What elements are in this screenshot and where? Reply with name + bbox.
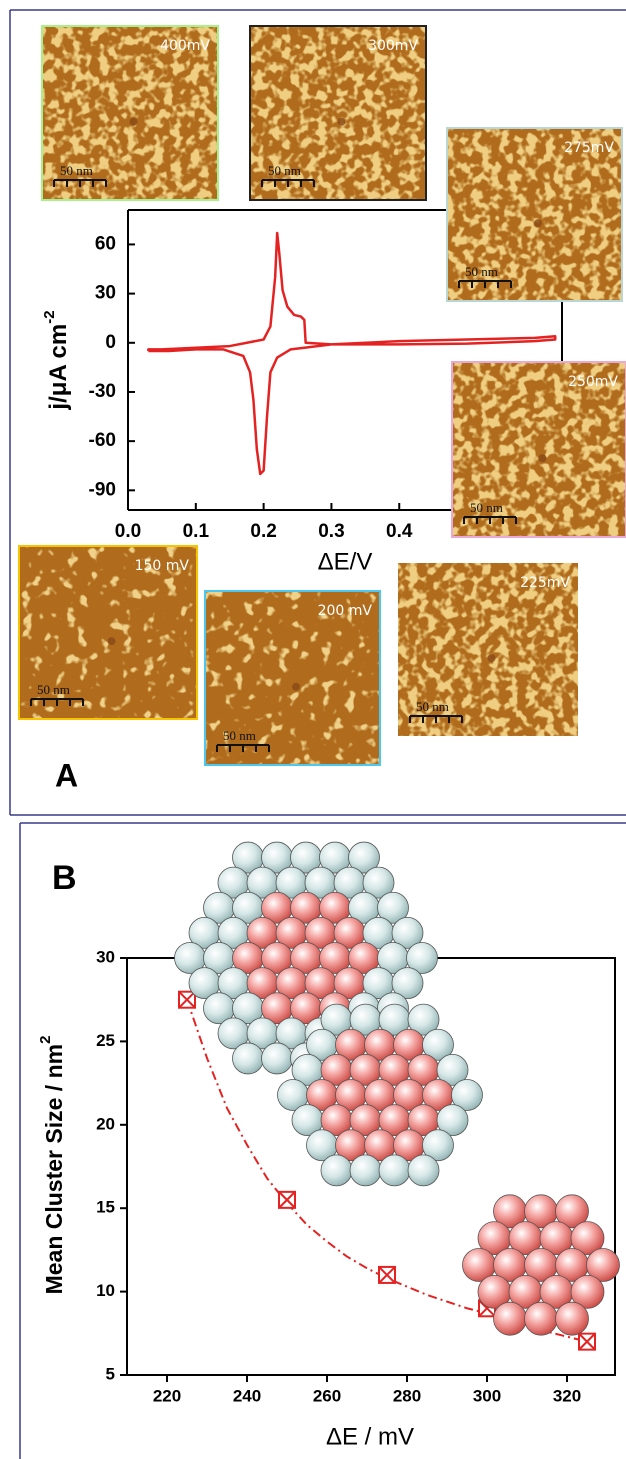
- afm-label: 300mV: [368, 38, 418, 54]
- afm-spot: [108, 637, 116, 645]
- y-tick-label: -30: [89, 381, 116, 402]
- scale-label: 50 nm: [470, 500, 503, 515]
- x-axis-label: ΔE/V: [318, 548, 373, 575]
- y-tick-label: 60: [95, 233, 116, 254]
- afm-spot: [338, 118, 346, 126]
- x-tick-label: 0.1: [183, 521, 210, 542]
- x-tick-label: 220: [153, 1386, 181, 1405]
- x-tick-label: 0.3: [318, 521, 344, 542]
- y-tick-label: 30: [95, 283, 116, 304]
- panel-label: A: [55, 757, 78, 793]
- afm-image: 150 mV 50 nm: [19, 546, 197, 719]
- x-tick-label: 260: [313, 1386, 341, 1405]
- x-tick-label: 0.0: [115, 521, 141, 542]
- scale-label: 50 nm: [268, 163, 301, 178]
- y-tick-label: 20: [96, 1114, 115, 1133]
- scale-label: 50 nm: [416, 699, 449, 714]
- afm-image: 300mV 50 nm: [250, 26, 426, 200]
- afm-image: 275mV 50 nm: [447, 128, 622, 301]
- afm-spot: [534, 219, 542, 227]
- y-axis-label-sup: 2: [37, 1036, 54, 1044]
- figure: A B ΔE/V j/μA cm-2 ΔE / mV Mean Cluster …: [0, 0, 626, 1459]
- data-point: [579, 1334, 595, 1350]
- afm-image: 225mV 50 nm: [398, 563, 578, 736]
- panel-label: B: [52, 859, 77, 897]
- afm-label: 225mV: [520, 575, 570, 591]
- atom: [556, 1302, 589, 1335]
- atom: [379, 1155, 410, 1186]
- y-axis-label-main: j/μA cm: [45, 324, 72, 411]
- x-axis-label: ΔE / mV: [326, 1423, 414, 1450]
- afm-image: 400mV 50 nm: [42, 26, 218, 200]
- afm-label: 250mV: [568, 374, 618, 390]
- y-tick-label: 10: [96, 1281, 115, 1300]
- scale-label: 50 nm: [465, 264, 498, 279]
- y-tick-label: 5: [106, 1364, 115, 1383]
- y-tick-label: 15: [96, 1198, 115, 1217]
- afm-spot: [130, 118, 138, 126]
- data-point: [179, 992, 195, 1008]
- x-tick-label: 0.2: [250, 521, 276, 542]
- atom: [408, 1155, 439, 1186]
- afm-label: 150 mV: [135, 558, 190, 574]
- atom: [525, 1302, 558, 1335]
- y-axis-label-main: Mean Cluster Size / nm: [41, 1044, 67, 1295]
- y-axis-label: j/μA cm-2: [41, 310, 72, 410]
- y-axis-label-sup: -2: [41, 310, 58, 323]
- y-tick-label: 0: [105, 332, 116, 353]
- afm-spot: [538, 454, 546, 462]
- scale-label: 50 nm: [37, 682, 70, 697]
- x-tick-label: 0.4: [386, 521, 413, 542]
- scale-label: 50 nm: [60, 163, 93, 178]
- afm-image: 250mV 50 nm: [452, 362, 626, 537]
- afm-label: 275mV: [564, 140, 614, 156]
- atom: [350, 1155, 381, 1186]
- afm-spot: [488, 654, 496, 662]
- afm-image: 200 mV 50 nm: [205, 591, 380, 765]
- atom: [233, 1043, 264, 1074]
- y-tick-label: -60: [89, 430, 116, 451]
- x-tick-label: 240: [233, 1386, 261, 1405]
- y-tick-label: 30: [96, 947, 115, 966]
- afm-label: 200 mV: [318, 603, 373, 619]
- atom: [321, 1155, 352, 1186]
- x-tick-label: 280: [393, 1386, 421, 1405]
- atom: [262, 1043, 293, 1074]
- x-tick-label: 320: [553, 1386, 581, 1405]
- afm-label: 400mV: [160, 38, 210, 54]
- data-point: [379, 1267, 395, 1283]
- data-point: [279, 1192, 295, 1208]
- y-tick-label: 25: [96, 1031, 115, 1050]
- afm-spot: [292, 683, 300, 691]
- atom: [494, 1302, 527, 1335]
- x-tick-label: 300: [473, 1386, 501, 1405]
- y-tick-label: -90: [89, 479, 116, 500]
- scale-label: 50 nm: [223, 728, 256, 743]
- y-axis-label: Mean Cluster Size / nm2: [37, 1036, 67, 1295]
